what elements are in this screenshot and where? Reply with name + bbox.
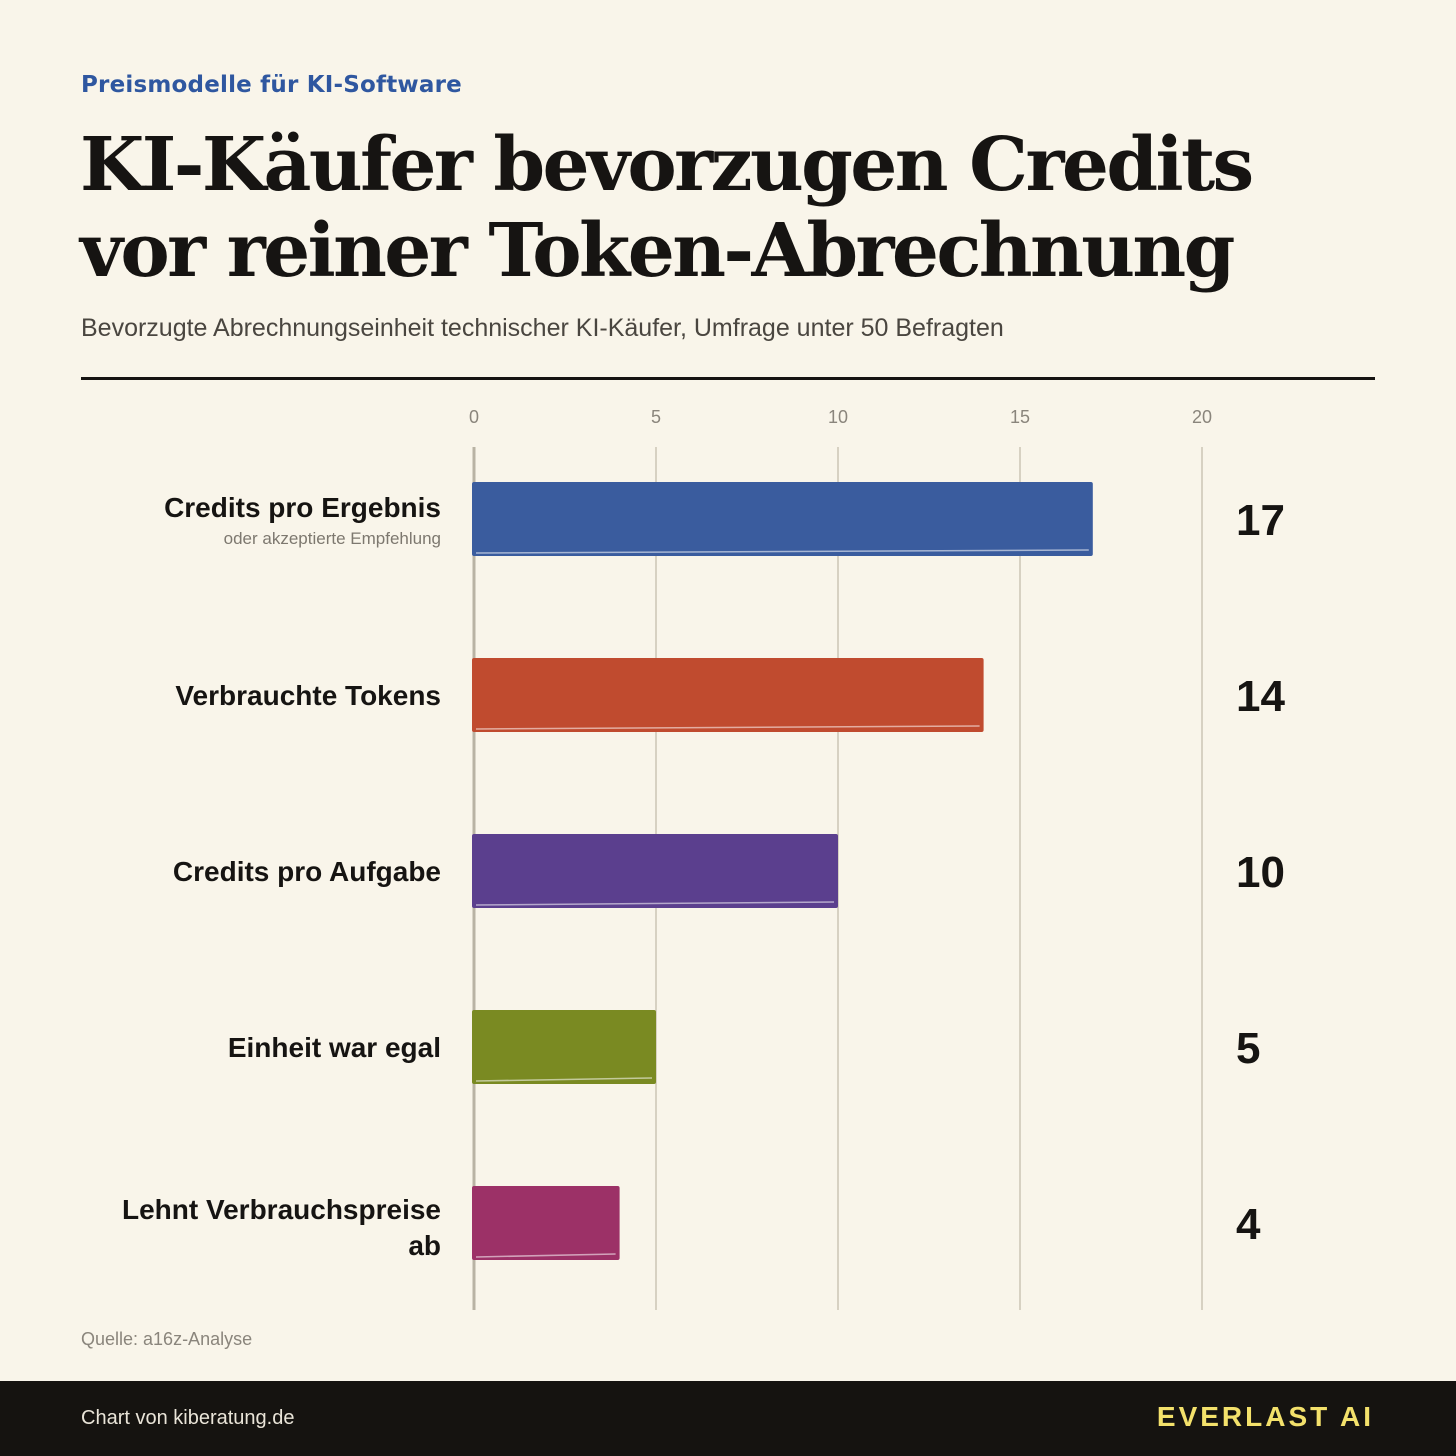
tick-label: 20 (1192, 407, 1212, 427)
chart-title: KI-Käufer bevorzugen Credits vor reiner … (80, 122, 1380, 294)
category-label-cont: ab (408, 1230, 441, 1261)
footer-credit: Chart von kiberatung.de (81, 1407, 295, 1429)
footer-bar: Chart von kiberatung.de EVERLAST AI (0, 1381, 1456, 1456)
category-label: Einheit war egal (228, 1032, 441, 1063)
title-line-2: vor reiner Token-Abrechnung (80, 208, 1235, 294)
kicker: Preismodelle für KI-Software (81, 72, 462, 98)
chart-subtitle: Bevorzugte Abrechnungseinheit technische… (81, 314, 1004, 342)
bar (472, 482, 1093, 556)
bar-chart: 0 5 10 15 20 Credits pro Ergebnis oder akzepti… (122, 407, 1285, 1310)
brand-logo: EVERLAST AI (1156, 1401, 1374, 1432)
source-note: Quelle: a16z-Analyse (81, 1329, 253, 1349)
bar (472, 834, 838, 908)
bar-sketch-line (475, 1253, 616, 1258)
category-note: oder akzeptierte Empfehlung (224, 529, 441, 548)
category-label: Lehnt Verbrauchspreise (122, 1194, 441, 1225)
tick-label: 5 (651, 407, 661, 427)
bar (472, 1010, 656, 1084)
header-divider (81, 377, 1375, 380)
bar-sketch-line (475, 549, 1089, 554)
tick-label: 15 (1010, 407, 1030, 427)
category-label: Credits pro Aufgabe (173, 856, 441, 887)
tick-label: 0 (469, 407, 479, 427)
category-label: Verbrauchte Tokens (175, 680, 441, 711)
value-label: 14 (1236, 672, 1285, 721)
value-label: 17 (1236, 496, 1285, 545)
value-label: 4 (1236, 1200, 1261, 1249)
bar-sketch-line (475, 901, 835, 906)
bar (472, 1186, 620, 1260)
tick-label: 10 (828, 407, 848, 427)
value-label: 5 (1236, 1024, 1260, 1073)
bar-sketch-line (475, 725, 980, 730)
bar (472, 658, 984, 732)
title-line-1: KI-Käufer bevorzugen Credits (80, 122, 1254, 208)
value-label: 10 (1236, 848, 1285, 897)
category-label: Credits pro Ergebnis (164, 492, 441, 523)
bar-sketch-line (475, 1077, 653, 1082)
